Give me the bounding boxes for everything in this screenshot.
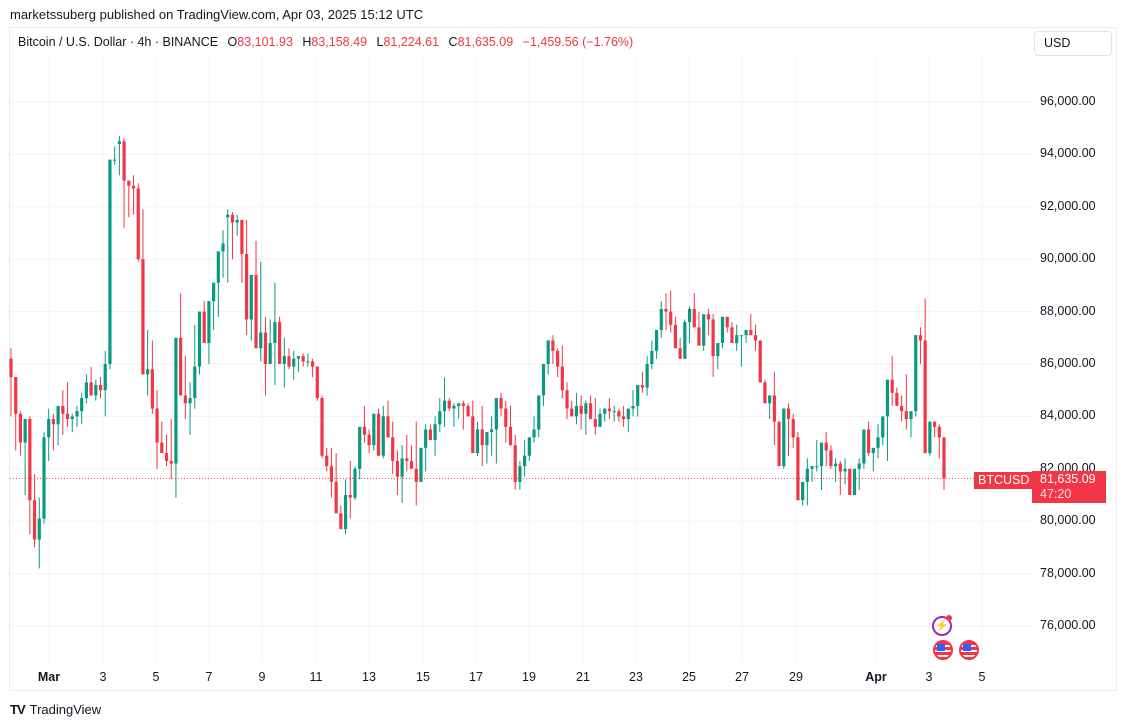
time-tick-label: 25 xyxy=(682,670,696,684)
us-flag-icon[interactable] xyxy=(933,640,953,660)
high-label: H xyxy=(302,35,312,49)
time-tick-label: 23 xyxy=(629,670,643,684)
close-value: 81,635.09 xyxy=(457,35,514,49)
price-tick-label: 90,000.00 xyxy=(1040,251,1096,266)
time-tick-label: 21 xyxy=(576,670,590,684)
price-tick-label: 80,000.00 xyxy=(1040,513,1096,528)
time-tick-label: 3 xyxy=(99,670,107,684)
price-tick-label: 78,000.00 xyxy=(1040,565,1096,580)
symbol-description[interactable]: Bitcoin / U.S. Dollar · 4h · BINANCE xyxy=(18,35,219,49)
open-label: O xyxy=(227,35,238,49)
us-flag-icon[interactable] xyxy=(959,640,979,660)
time-tick-label: 7 xyxy=(205,670,213,684)
price-tick-label: 86,000.00 xyxy=(1040,356,1096,370)
price-tick-label: 88,000.00 xyxy=(1040,303,1096,318)
time-tick-label: 5 xyxy=(152,670,160,684)
ohlc-legend: Bitcoin / U.S. Dollar · 4h · BINANCE O83… xyxy=(18,35,633,49)
low-label: L xyxy=(376,35,384,49)
time-tick-label: 27 xyxy=(735,670,749,684)
change-value: −1,459.56 (−1.76%) xyxy=(522,35,634,49)
last-price-label: 81,635.09 47:20 xyxy=(1032,471,1106,503)
time-tick-label: 13 xyxy=(362,670,376,684)
time-tick-label: Apr xyxy=(865,670,887,684)
time-tick-label: 9 xyxy=(258,670,266,684)
lightning-icon[interactable]: ⚡ xyxy=(932,615,952,636)
time-tick-label: 17 xyxy=(469,670,483,684)
time-tick-label: 5 xyxy=(978,670,986,684)
time-tick-label: Mar xyxy=(37,670,61,684)
footer-brand[interactable]: TV TradingView xyxy=(10,702,101,717)
low-value: 81,224.61 xyxy=(383,35,440,49)
price-tick-label: 92,000.00 xyxy=(1040,198,1096,213)
price-tick-label: 76,000.00 xyxy=(1040,618,1096,632)
price-tick-label: 94,000.00 xyxy=(1040,146,1096,161)
bar-countdown: 47:20 xyxy=(1040,487,1072,501)
brand-name: TradingView xyxy=(29,702,102,717)
price-tick-label: 96,000.00 xyxy=(1040,94,1096,108)
publisher-line: marketssuberg published on TradingView.c… xyxy=(10,7,424,22)
close-label: C xyxy=(448,35,458,49)
price-tick-label: 84,000.00 xyxy=(1040,408,1096,423)
time-tick-label: 11 xyxy=(309,670,323,684)
time-tick-label: 3 xyxy=(925,670,933,684)
high-value: 83,158.49 xyxy=(311,35,368,49)
time-tick-label: 15 xyxy=(416,670,430,684)
tradingview-logo-icon: TV xyxy=(10,702,26,717)
time-tick-label: 19 xyxy=(522,670,536,684)
time-tick-label: 29 xyxy=(789,670,803,684)
currency-button[interactable]: USD xyxy=(1034,31,1112,56)
last-price-value: 81,635.09 xyxy=(1040,472,1096,486)
symbol-price-label: BTCUSD xyxy=(974,472,1034,489)
open-value: 83,101.93 xyxy=(237,35,293,49)
